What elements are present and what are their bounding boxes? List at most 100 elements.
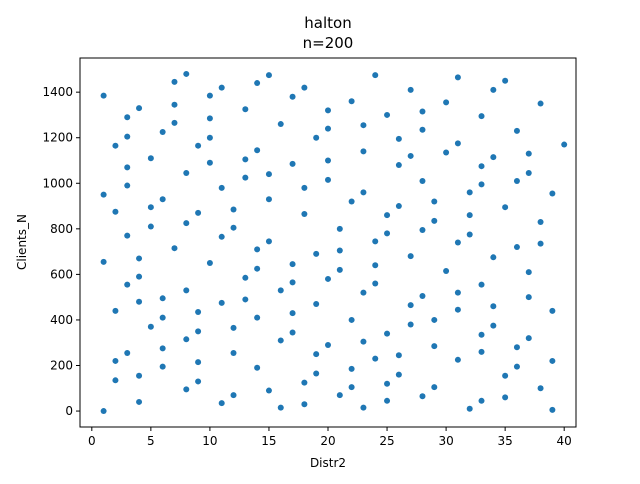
data-point [124, 349, 131, 356]
data-point [336, 266, 343, 273]
y-axis: 0 200 400 600 800 1000 1200 1400 [42, 85, 80, 418]
data-point [289, 310, 296, 317]
data-point [395, 371, 402, 378]
data-point [407, 253, 414, 260]
data-point [525, 294, 532, 301]
x-tick-label: 0 [88, 434, 96, 448]
data-point [513, 127, 520, 134]
data-point [171, 245, 178, 252]
data-point [136, 398, 143, 405]
data-point [218, 84, 225, 91]
data-point [360, 404, 367, 411]
data-points [100, 70, 568, 415]
data-point [124, 114, 131, 121]
x-axis: 0 5 10 15 20 25 30 35 40 [88, 427, 572, 448]
data-point [195, 142, 202, 149]
x-tick-label: 20 [320, 434, 335, 448]
data-point [242, 106, 249, 113]
data-point [183, 386, 190, 393]
data-point [407, 152, 414, 159]
data-point [171, 119, 178, 126]
data-point [136, 372, 143, 379]
data-point [218, 299, 225, 306]
data-point [147, 204, 154, 211]
data-point [301, 401, 308, 408]
data-point [360, 122, 367, 129]
data-point [100, 258, 107, 265]
data-point [348, 98, 355, 105]
data-point [372, 355, 379, 362]
data-point [265, 171, 272, 178]
data-point [171, 101, 178, 108]
data-point [336, 247, 343, 254]
data-point [112, 208, 119, 215]
data-point [124, 182, 131, 189]
data-point [147, 323, 154, 330]
data-point [360, 189, 367, 196]
data-point [537, 219, 544, 225]
data-point [301, 84, 308, 91]
data-point [159, 363, 166, 370]
data-point [454, 289, 461, 296]
data-point [265, 72, 272, 79]
data-point [218, 233, 225, 240]
data-point [136, 105, 143, 112]
data-point [525, 269, 532, 276]
data-point [419, 293, 426, 300]
data-point [395, 352, 402, 359]
data-point [195, 209, 202, 216]
data-point [419, 126, 426, 133]
y-tick-label: 0 [65, 404, 73, 418]
data-point [549, 307, 556, 314]
data-point [325, 342, 331, 348]
data-point [159, 345, 166, 352]
data-point [466, 405, 473, 412]
data-point [431, 384, 438, 391]
data-point [549, 190, 556, 197]
data-point [159, 196, 166, 203]
data-point [395, 203, 402, 210]
data-point [525, 150, 532, 157]
data-point [419, 393, 426, 400]
data-point [218, 400, 225, 407]
data-point [100, 92, 107, 99]
data-point [478, 281, 485, 288]
data-point [336, 392, 343, 399]
data-point [525, 170, 532, 177]
data-point [230, 392, 237, 399]
data-point [159, 295, 166, 302]
data-point [384, 380, 391, 387]
data-point [159, 129, 166, 136]
data-point [183, 336, 190, 343]
data-point [277, 404, 284, 411]
data-point [454, 356, 461, 363]
data-point [431, 198, 438, 205]
data-point [112, 357, 119, 364]
data-point [206, 92, 213, 99]
data-point [325, 157, 331, 164]
data-point [513, 178, 520, 184]
data-point [561, 141, 568, 148]
data-point [466, 231, 473, 238]
data-point [100, 191, 107, 198]
data-point [254, 314, 261, 321]
data-point [502, 204, 509, 211]
data-point [502, 372, 509, 379]
data-point [348, 316, 355, 323]
y-tick-label: 1400 [42, 85, 73, 99]
data-point [454, 306, 461, 313]
data-point [454, 239, 461, 246]
x-tick-label: 30 [438, 434, 453, 448]
data-point [431, 316, 438, 323]
data-point [136, 273, 143, 280]
data-point [348, 198, 355, 205]
data-point [325, 275, 331, 282]
data-point [419, 226, 426, 233]
data-point [513, 344, 520, 351]
data-point [265, 238, 272, 245]
data-point [443, 267, 450, 274]
data-point [537, 240, 544, 247]
y-tick-label: 200 [50, 359, 73, 373]
